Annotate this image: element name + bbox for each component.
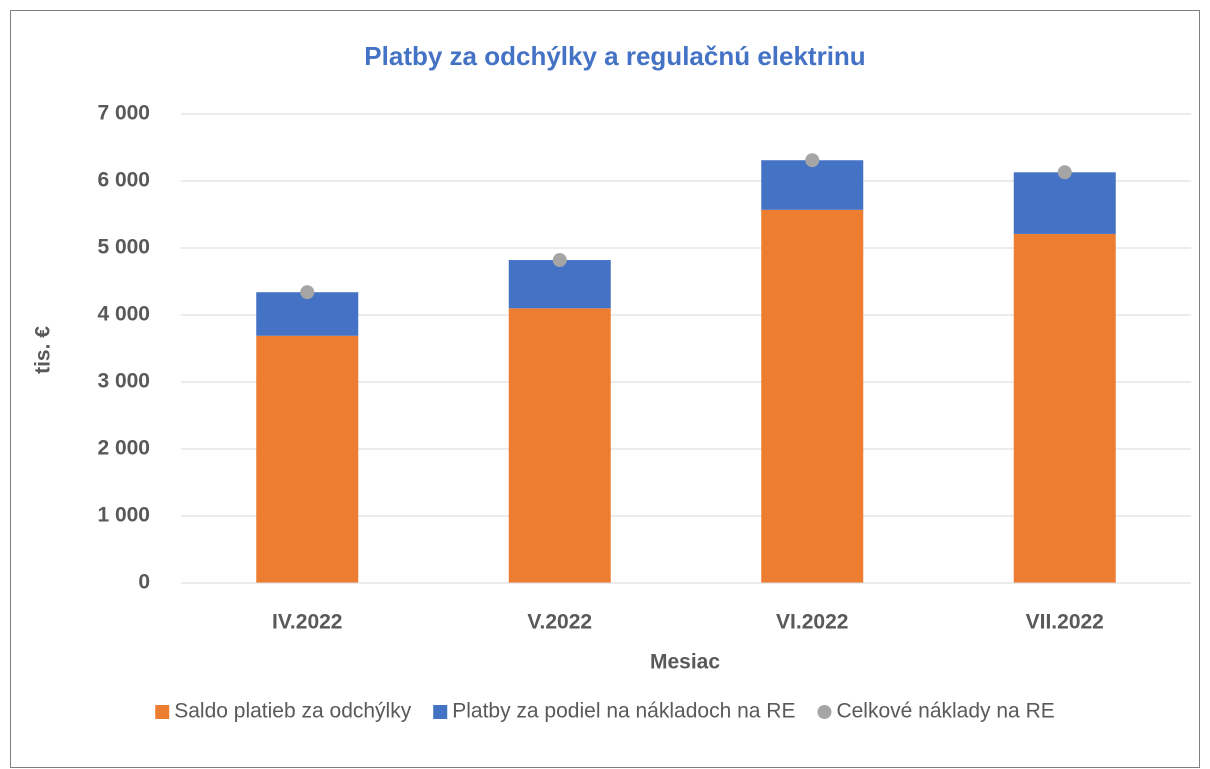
y-tick-label: 4 000 bbox=[97, 303, 150, 326]
bar-segment bbox=[256, 335, 359, 583]
legend-label: Saldo platieb za odchýlky bbox=[174, 700, 411, 723]
bar-segment bbox=[761, 160, 864, 210]
y-tick-label: 3 000 bbox=[97, 370, 150, 393]
x-tick-label: V.2022 bbox=[527, 611, 592, 634]
total-marker bbox=[805, 153, 820, 168]
total-marker bbox=[552, 253, 567, 268]
y-tick-label: 1 000 bbox=[97, 504, 150, 527]
x-tick-label: VI.2022 bbox=[776, 611, 848, 634]
total-marker bbox=[300, 285, 315, 300]
y-tick-label: 6 000 bbox=[97, 169, 150, 192]
legend-marker bbox=[817, 705, 832, 719]
bar-segment bbox=[508, 260, 611, 309]
legend-marker bbox=[433, 705, 448, 719]
x-tick-label: VII.2022 bbox=[1026, 611, 1104, 634]
bar-segment bbox=[761, 209, 864, 583]
chart-title: Platby za odchýlky a regulačnú elektrinu bbox=[364, 41, 865, 71]
legend-label: Platby za podiel na nákladoch na RE bbox=[452, 700, 795, 723]
bar-segment bbox=[1013, 233, 1116, 583]
x-tick-label: IV.2022 bbox=[272, 611, 342, 634]
x-axis-label: Mesiac bbox=[650, 651, 720, 674]
legend-label: Celkové náklady na RE bbox=[836, 700, 1054, 723]
bar-segment bbox=[508, 308, 611, 583]
y-tick-label: 2 000 bbox=[97, 437, 150, 460]
y-tick-label: 7 000 bbox=[97, 102, 150, 125]
y-tick-label: 5 000 bbox=[97, 236, 150, 259]
total-marker bbox=[1057, 165, 1072, 180]
y-axis-label: tis. € bbox=[32, 326, 55, 374]
bar-segment bbox=[1013, 172, 1116, 234]
bar-segment bbox=[256, 292, 359, 336]
y-tick-label: 0 bbox=[138, 571, 150, 594]
legend-marker bbox=[155, 705, 170, 719]
